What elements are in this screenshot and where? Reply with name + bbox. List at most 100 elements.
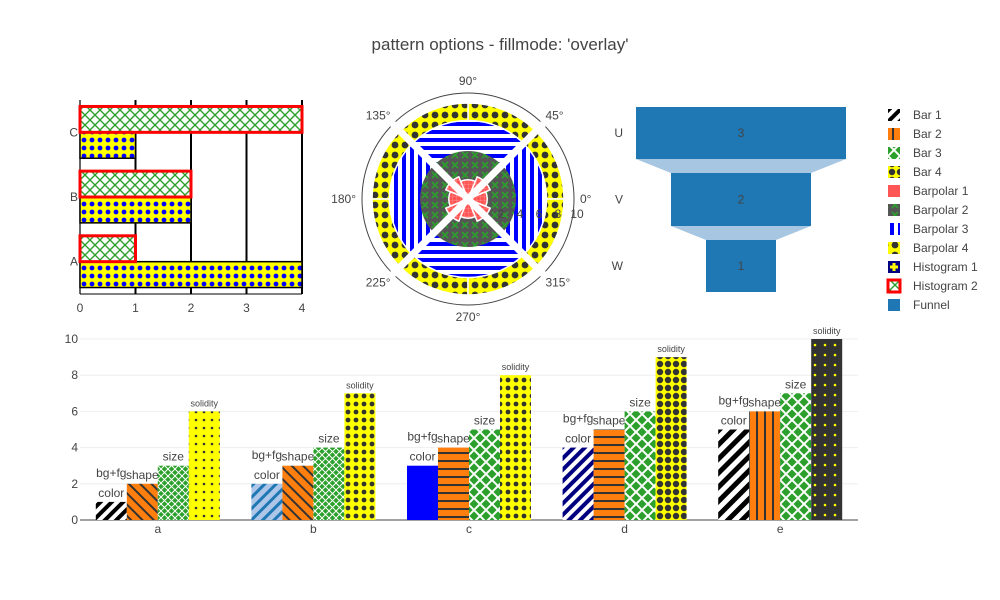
- funnel-value-label: 1: [738, 259, 745, 273]
- bar-x-tick-label: e: [777, 522, 784, 536]
- bar-extra-label: bg+fg: [252, 448, 282, 462]
- legend-item[interactable]: Bar 2: [888, 127, 942, 141]
- vertical-orange-stripes-icon: [888, 128, 900, 140]
- green-crosshatch-icon: [888, 147, 900, 159]
- bar-bar-3: [157, 465, 189, 520]
- bar-y-tick-label: 8: [71, 368, 78, 382]
- navy-plus-icon-mark: [890, 263, 898, 271]
- polar-angular-tick-label: 225°: [366, 275, 391, 289]
- legend-item[interactable]: Funnel: [888, 298, 950, 312]
- bar-bar-4: [188, 411, 220, 520]
- bar-bar-2: [438, 447, 469, 520]
- bar-y-tick-label: 2: [71, 477, 78, 491]
- bar-data-label: shape: [437, 432, 470, 446]
- polar-angular-tick-label: 90°: [459, 74, 477, 88]
- bar-bar-1: [718, 429, 750, 520]
- bar-bar-2: [282, 465, 314, 520]
- legend-label: Bar 1: [913, 108, 942, 122]
- funnel-bar: [636, 107, 846, 159]
- funnel-chart: 3 U 2 V 1 W: [612, 107, 846, 292]
- bar-data-label: shape: [282, 450, 315, 464]
- bar-data-label: solidity: [346, 380, 374, 390]
- funnel-connector: [636, 159, 846, 173]
- legend-label: Histogram 2: [913, 279, 978, 293]
- polar-angular-tick-label: 0°: [580, 192, 592, 206]
- legend-label: Barpolar 2: [913, 203, 969, 217]
- bar-bar-3: [780, 393, 812, 520]
- funnel-bar: [706, 240, 776, 292]
- polar-radial-tick-label: 2: [498, 207, 505, 221]
- bar-data-label: color: [565, 432, 591, 446]
- polar-radial-tick-label: 6: [536, 207, 543, 221]
- legend-label: Histogram 1: [913, 260, 978, 274]
- legend[interactable]: Bar 1 Bar 2 Bar 3 Bar 4 Barpolar 1 Barpolar 2…: [886, 108, 978, 312]
- bar-bar-4: [500, 375, 531, 520]
- legend-label: Funnel: [913, 298, 950, 312]
- bar-x-tick-label: c: [466, 522, 472, 536]
- funnel-category-label: U: [614, 126, 623, 140]
- bar-data-label: color: [409, 450, 435, 464]
- red-border-x-icon: [886, 278, 902, 294]
- hist-x-tick-label: 3: [243, 301, 250, 315]
- bar-bar-4: [811, 339, 843, 520]
- hist-y-tick-label: C: [69, 125, 78, 139]
- bar-chart: 0246810colorshapesizesoliditybg+fgacolor…: [65, 326, 858, 536]
- legend-item[interactable]: Bar 1: [888, 108, 942, 122]
- bar-data-label: solidity: [813, 326, 841, 336]
- bar-bar-4: [655, 357, 687, 520]
- bar-data-label: size: [474, 414, 496, 428]
- legend-item[interactable]: Bar 3: [888, 146, 942, 160]
- funnel-connector: [671, 226, 811, 240]
- bar-bar-1: [407, 465, 438, 520]
- legend-label: Bar 2: [913, 127, 942, 141]
- hist-x-tick-label: 0: [77, 301, 84, 315]
- bar-bar-2: [749, 411, 781, 520]
- bar-data-label: size: [629, 395, 651, 409]
- hist-x-tick-label: 4: [299, 301, 306, 315]
- legend-item[interactable]: Barpolar 4: [888, 241, 969, 255]
- bar-data-label: size: [318, 432, 340, 446]
- legend-item[interactable]: Histogram 2: [886, 278, 978, 294]
- funnel-category-label: W: [612, 259, 624, 273]
- bar-bar-3: [469, 429, 500, 520]
- legend-item[interactable]: Bar 4: [888, 165, 942, 179]
- red-square-icon: [888, 185, 900, 197]
- bar-extra-label: bg+fg: [563, 412, 593, 426]
- legend-label: Barpolar 3: [913, 222, 969, 236]
- funnel-bar: [671, 173, 811, 226]
- bar-bar-2: [593, 429, 625, 520]
- hist-y-tick-label: A: [70, 255, 78, 269]
- funnel-category-label: V: [615, 193, 623, 207]
- bar-bar-3: [313, 447, 345, 520]
- legend-label: Barpolar 1: [913, 184, 969, 198]
- polar-angular-tick-label: 270°: [456, 310, 481, 324]
- polar-angular-tick-label: 180°: [331, 192, 356, 206]
- bar-extra-label: bg+fg: [96, 466, 126, 480]
- hist-bar-histogram-2: [78, 104, 304, 134]
- legend-item[interactable]: Barpolar 3: [888, 222, 969, 236]
- bar-data-label: color: [721, 414, 747, 428]
- bar-extra-label: bg+fg: [719, 394, 749, 408]
- diagonal-hatch-icon: [888, 109, 900, 121]
- bar-data-label: solidity: [191, 398, 219, 408]
- legend-item[interactable]: Histogram 1: [888, 260, 978, 274]
- legend-item[interactable]: Barpolar 1: [888, 184, 969, 198]
- bar-data-label: solidity: [502, 362, 530, 372]
- histogram-chart: 0 1 2 3 4 A B C: [69, 100, 306, 315]
- hist-x-tick-label: 2: [188, 301, 195, 315]
- legend-item[interactable]: Barpolar 2: [888, 203, 969, 217]
- bar-data-label: color: [254, 468, 280, 482]
- polar-angular-tick-label: 315°: [545, 275, 570, 289]
- bar-bar-1: [251, 483, 283, 520]
- bar-bar-3: [624, 411, 656, 520]
- legend-label: Bar 4: [913, 165, 942, 179]
- blue-vertical-lines-icon: [888, 223, 900, 235]
- bar-bar-1: [95, 501, 127, 520]
- hist-bar-histogram-1: [79, 260, 303, 289]
- legend-label: Barpolar 4: [913, 241, 969, 255]
- polar-separator: [387, 118, 549, 280]
- polar-radial-tick-label: 4: [517, 207, 524, 221]
- polar-angular-tick-label: 45°: [545, 109, 563, 123]
- funnel-value-label: 2: [738, 193, 745, 207]
